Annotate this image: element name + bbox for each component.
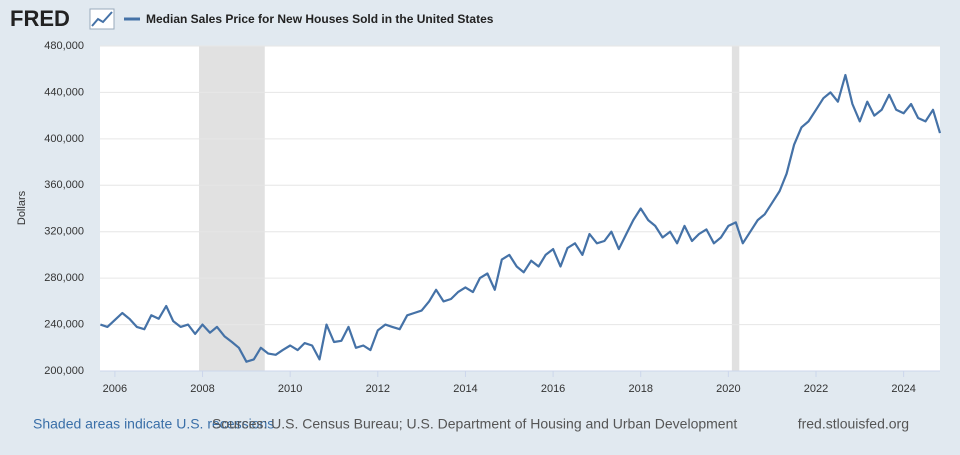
x-tick-label: 2016	[541, 383, 565, 395]
series-line	[100, 73, 942, 363]
y-tick-label: 280,000	[44, 272, 84, 284]
site-link[interactable]: fred.stlouisfed.org	[798, 416, 909, 432]
y-tick-label: 200,000	[44, 365, 84, 377]
y-tick-label: 360,000	[44, 179, 84, 191]
x-tick-label: 2008	[190, 383, 214, 395]
y-tick-label: 400,000	[44, 133, 84, 145]
recession-band	[731, 46, 740, 371]
x-tick-label: 2022	[804, 383, 828, 395]
legend-label: Median Sales Price for New Houses Sold i…	[146, 12, 494, 26]
x-tick-label: 2014	[453, 383, 477, 395]
x-tick-label: 2010	[278, 383, 302, 395]
source-note: Sources: U.S. Census Bureau; U.S. Depart…	[212, 416, 737, 432]
x-tick-label: 2006	[103, 383, 127, 395]
logo-icon	[89, 8, 115, 30]
x-tick-label: 2024	[891, 383, 915, 395]
y-tick-label: 320,000	[44, 226, 84, 238]
logo[interactable]: FRED	[10, 6, 70, 31]
y-tick-label: 240,000	[44, 318, 84, 330]
x-tick-label: 2020	[716, 383, 740, 395]
recession-band	[199, 46, 265, 371]
x-tick-label: 2012	[366, 383, 390, 395]
y-tick-label: 440,000	[44, 86, 84, 98]
y-axis-label: Dollars	[16, 190, 28, 225]
recession-note[interactable]: Shaded areas indicate U.S. recessions	[33, 416, 274, 432]
y-tick-label: 480,000	[44, 40, 84, 52]
x-tick-label: 2018	[628, 383, 652, 395]
